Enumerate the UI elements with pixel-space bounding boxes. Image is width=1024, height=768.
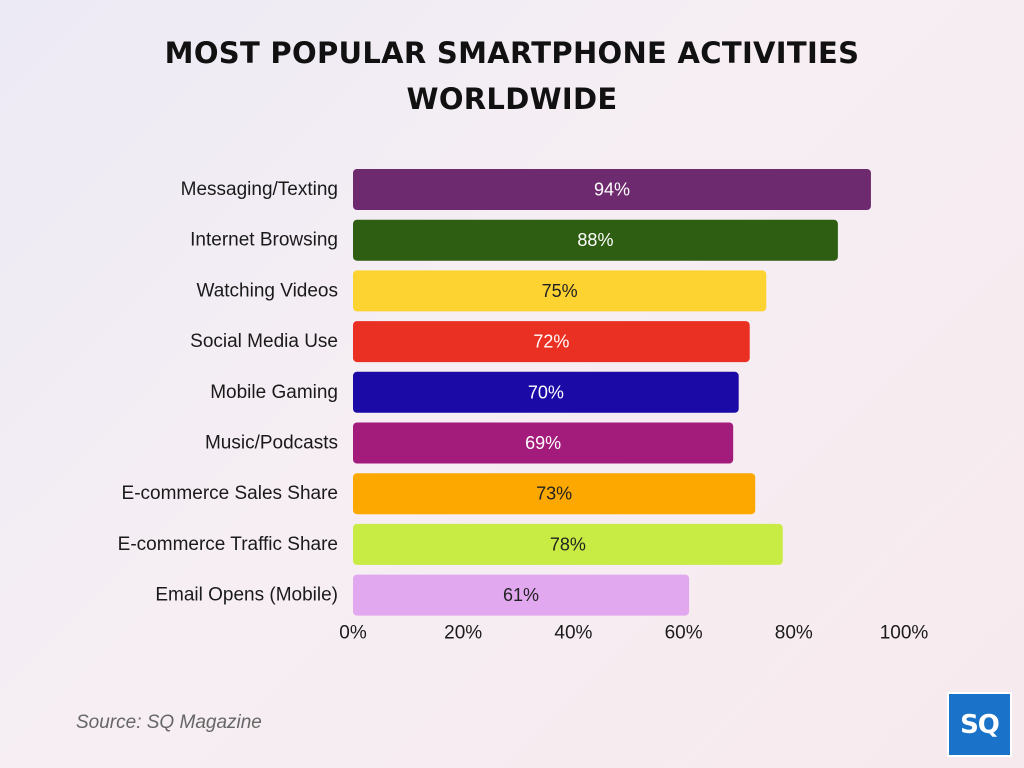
x-tick-label: 80%	[775, 623, 813, 644]
category-label: Watching Videos	[196, 280, 338, 301]
value-label: 61%	[503, 585, 539, 605]
source-caption: Source: SQ Magazine	[76, 712, 262, 733]
sq-logo-text: SQ	[960, 709, 1000, 740]
category-label: Email Opens (Mobile)	[155, 585, 338, 606]
x-tick-label: 40%	[554, 623, 592, 644]
chart-title-line-1: MOST POPULAR SMARTPHONE ACTIVITIES	[164, 36, 860, 70]
chart-title-line-2: WORLDWIDE	[406, 82, 618, 116]
chart-title: MOST POPULAR SMARTPHONE ACTIVITIES WORLD…	[0, 30, 1024, 122]
bar	[353, 270, 767, 312]
category-label: E-commerce Traffic Share	[118, 534, 338, 555]
bar	[353, 574, 690, 616]
value-label: 88%	[577, 230, 613, 250]
sq-logo: SQ	[947, 692, 1012, 757]
bar	[353, 422, 734, 464]
x-tick-label: 60%	[665, 623, 703, 644]
x-tick-label: 20%	[444, 623, 482, 644]
bar-chart: Messaging/Texting 94% Internet Browsing 88%…	[118, 169, 929, 644]
value-label: 75%	[542, 281, 578, 301]
value-label: 94%	[594, 180, 630, 200]
category-label: Internet Browsing	[190, 230, 338, 251]
value-label: 78%	[550, 534, 586, 554]
bar	[353, 169, 871, 210]
category-label: Messaging/Texting	[181, 179, 338, 200]
value-label: 70%	[528, 382, 564, 402]
x-tick-label: 100%	[880, 623, 929, 644]
bar	[353, 523, 783, 565]
bar	[353, 371, 739, 413]
bar	[353, 219, 838, 261]
category-label: Social Media Use	[190, 331, 338, 352]
bar	[353, 473, 756, 515]
category-label: Music/Podcasts	[205, 433, 338, 454]
x-tick-label: 0%	[339, 623, 367, 644]
category-label: E-commerce Sales Share	[122, 483, 338, 504]
bar	[353, 321, 750, 363]
value-label: 73%	[536, 484, 572, 504]
category-label: Mobile Gaming	[210, 382, 338, 403]
value-label: 69%	[525, 433, 561, 453]
value-label: 72%	[533, 332, 569, 352]
